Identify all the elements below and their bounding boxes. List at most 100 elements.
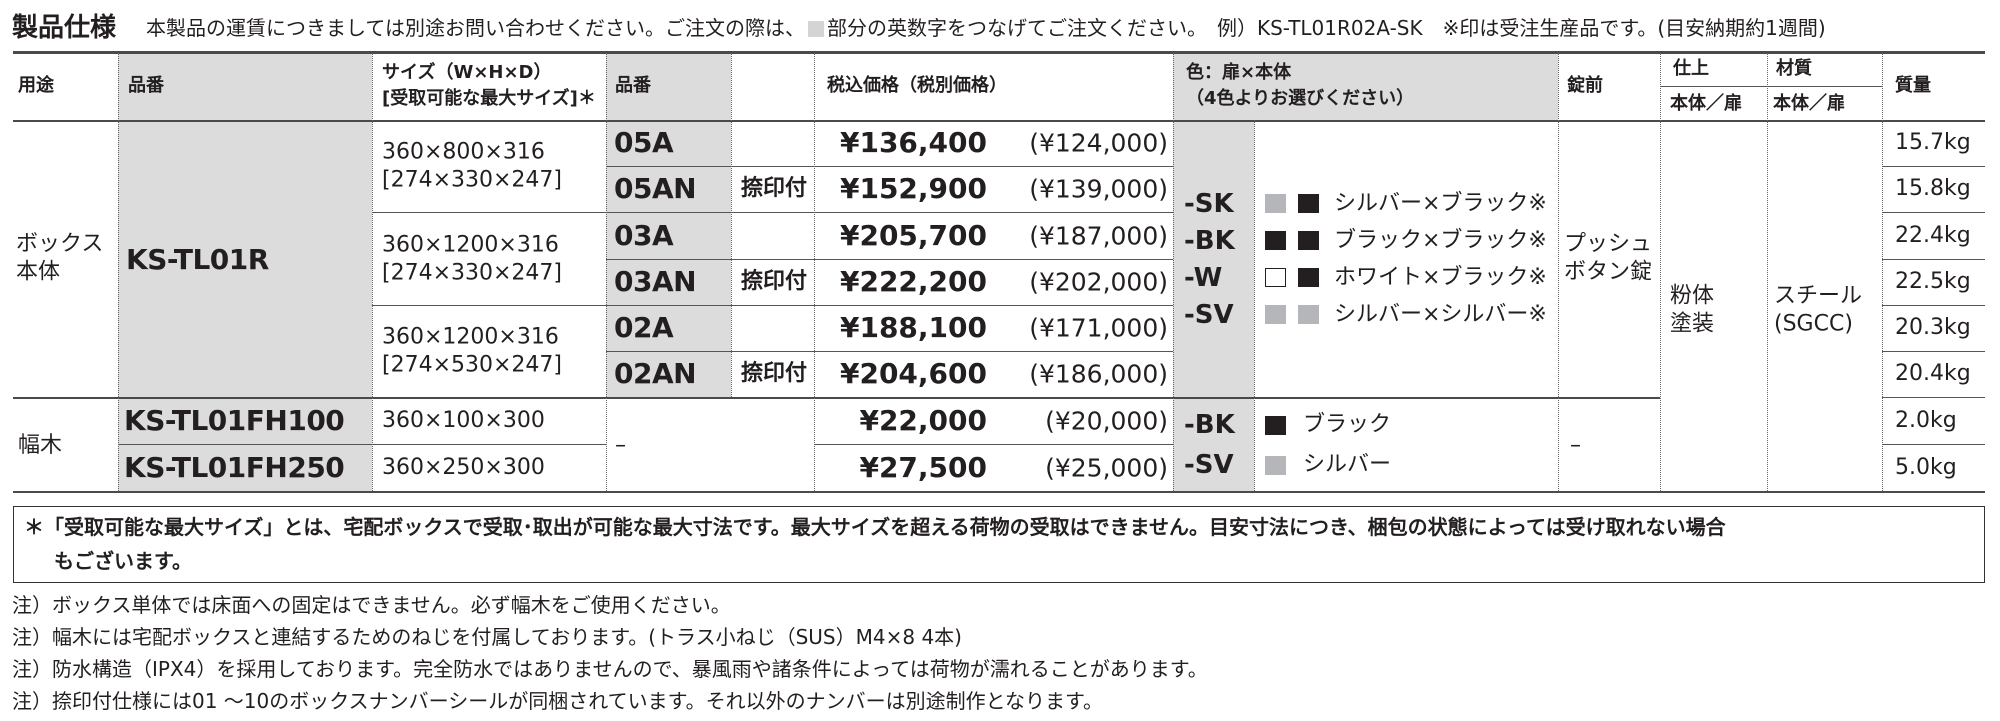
stamp-label: 捺印付 [741,269,808,294]
color-name: シルバー [1303,452,1392,477]
lock-line1: プッシュ [1564,231,1653,257]
table-bottom-rule [13,491,1985,493]
price-tax-in: ¥136,400 [839,126,987,159]
stamp-label: 捺印付 [741,176,808,201]
row-rule [118,444,606,445]
lock-none: – [1570,433,1581,458]
weight: 22.4kg [1895,223,1971,248]
model-baseboard: KS-TL01FH250 [124,451,345,484]
size-value: 360×250×300 [382,455,545,480]
size-cell: 360×1200×316 [274×330×247] [382,232,562,287]
weight-rule [1882,305,1985,306]
col-divider [1767,53,1768,491]
header-bottom-rule [13,120,1985,122]
lock-type: プッシュ ボタン錠 [1564,231,1652,286]
model-box: KS-TL01R [126,243,269,276]
col-divider [1173,53,1174,491]
size-value: 360×1200×316 [382,232,559,258]
col-divider [1660,53,1661,491]
use-box: ボックス 本体 [16,231,103,286]
header-color-note: （4色よりお選びください） [1186,88,1415,109]
weight-rule [1882,212,1985,213]
note: 注）防水構造（IPX4）を採用しております。完全防水ではありませんので、暴風雨や… [12,657,1208,681]
color-name: ブラック [1303,412,1392,437]
header-material: 材質 [1776,58,1812,79]
color-name: ブラック×ブラック※ [1334,228,1547,253]
weight-rule [1882,397,1985,398]
material-line2: (SGCC) [1774,311,1853,336]
material-line1: スチール [1774,283,1863,309]
price-tax-ex: (¥186,000) [1029,359,1168,389]
row-rule [606,351,1173,352]
price-tax-in: ¥152,900 [839,172,987,205]
lock-line2: ボタン錠 [1564,259,1653,284]
col-divider [372,53,373,491]
weight: 22.5kg [1895,269,1971,294]
size-value: 360×100×300 [382,408,545,433]
weight: 15.8kg [1895,176,1971,201]
row-rule [606,166,1173,167]
header-model2: 品番 [615,75,651,96]
door-color-swatch [1265,194,1286,213]
door-color-swatch [1265,305,1286,324]
price-tax-ex: (¥171,000) [1029,313,1168,343]
weight-rule [1882,259,1985,260]
variant-code: 03A [614,219,674,252]
color-code: -BK [1184,226,1235,256]
col-divider [606,53,607,491]
header-use: 用途 [18,75,54,96]
col-divider [1254,120,1255,491]
price-tax-ex: (¥25,000) [1045,453,1168,483]
size-value: 360×800×316 [382,139,545,165]
size-cell: 360×800×316 [274×330×247] [382,139,562,194]
row-rule [372,212,1173,213]
door-color-swatch [1265,231,1286,250]
weight: 20.4kg [1895,361,1971,386]
header-model: 品番 [128,75,164,96]
color-name: シルバー×シルバー※ [1334,302,1547,327]
finish: 粉体 塗装 [1670,283,1714,338]
order-note-after: 部分の英数字をつなげてご注文ください。 例）KS-TL01R02A-SK ※印は… [827,16,1826,40]
variant-code: 02AN [614,357,697,390]
color-swatch [1265,416,1286,435]
color-code-column-fill [1173,120,1254,491]
note: 注）捺印付仕様には01 ～10のボックスナンバーシールが同梱されています。それ以… [12,689,1104,713]
body-color-swatch [1298,194,1319,213]
price-tax-ex: (¥139,000) [1029,174,1168,204]
price-tax-in: ¥27,500 [859,451,987,484]
color-code: -SV [1184,300,1234,330]
color-code: -SV [1184,450,1234,480]
header-size: サイズ（W×H×D） [382,62,552,83]
col-divider [1558,53,1559,491]
subheader-rule [1660,86,1882,87]
table-top-rule [13,51,1985,54]
variant-code: 03AN [614,265,697,298]
body-color-swatch [1298,305,1319,324]
size-cell: 360×1200×316 [274×530×247] [382,324,562,379]
weight: 15.7kg [1895,130,1971,155]
header-finish: 仕上 [1673,58,1709,79]
section-title: 製品仕様 [12,13,117,43]
weight: 5.0kg [1895,455,1957,480]
group-rule [13,397,1660,399]
col-divider [118,53,119,491]
use-box-line1: ボックス [16,231,104,257]
color-name: シルバー×ブラック※ [1334,191,1547,216]
weight-rule [1882,444,1985,445]
color-swatch [1265,456,1286,475]
order-note-before: 本製品の運賃につきましては別途お問い合わせください。ご注文の際は、 [146,16,805,40]
material: スチール (SGCC) [1774,283,1862,338]
order-instructions: 本製品の運賃につきましては別途お問い合わせください。ご注文の際は、 部分の英数字を… [146,18,1826,38]
variant-code-none: – [615,433,626,458]
model-column-fill [118,51,372,491]
price-tax-in: ¥204,600 [839,357,987,390]
footnote-line2: もございます。 [54,549,192,573]
header-finish-sub: 本体／扉 [1670,93,1742,114]
header-lock: 錠前 [1567,75,1603,96]
header-material-sub: 本体／扉 [1773,93,1845,114]
use-box-line2: 本体 [16,259,61,284]
note: 注）ボックス単体では床面への固定はできません。必ず幅木をご使用ください。 [12,593,731,617]
price-tax-ex: (¥187,000) [1029,221,1168,251]
note: 注）幅木には宅配ボックスと連結するためのねじを付属しております。(トラス小ねじ（… [12,625,962,649]
